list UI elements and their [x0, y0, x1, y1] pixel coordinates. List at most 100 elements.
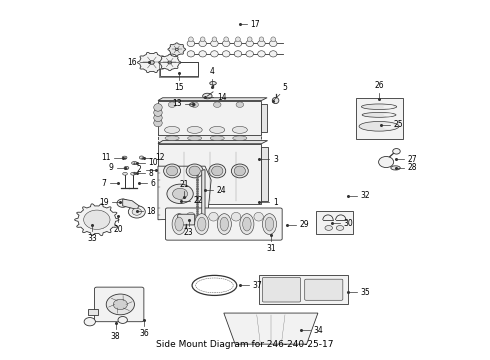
Ellipse shape: [336, 225, 344, 230]
Polygon shape: [158, 98, 267, 100]
Ellipse shape: [258, 51, 265, 57]
Text: 4: 4: [210, 67, 215, 76]
Text: 29: 29: [299, 220, 309, 229]
Ellipse shape: [271, 37, 275, 42]
Text: Side Mount Diagram for 246-240-25-17: Side Mount Diagram for 246-240-25-17: [156, 339, 334, 348]
Ellipse shape: [212, 166, 223, 176]
Ellipse shape: [187, 51, 195, 57]
Circle shape: [132, 208, 142, 215]
Ellipse shape: [122, 172, 127, 175]
FancyBboxPatch shape: [305, 279, 343, 300]
Ellipse shape: [189, 37, 193, 42]
Ellipse shape: [210, 136, 224, 140]
Ellipse shape: [154, 114, 162, 122]
Ellipse shape: [175, 217, 183, 231]
Polygon shape: [224, 313, 318, 344]
Text: 24: 24: [217, 186, 226, 195]
Text: 10: 10: [148, 158, 158, 167]
Ellipse shape: [272, 98, 279, 104]
Ellipse shape: [325, 225, 333, 230]
Ellipse shape: [259, 37, 264, 42]
Bar: [259, 275, 348, 305]
Ellipse shape: [231, 212, 241, 221]
Ellipse shape: [383, 123, 394, 129]
Text: 3: 3: [273, 155, 278, 164]
Text: 27: 27: [407, 155, 417, 164]
Ellipse shape: [172, 214, 186, 234]
Polygon shape: [74, 204, 119, 236]
Ellipse shape: [233, 136, 247, 140]
Ellipse shape: [362, 112, 396, 117]
Text: 19: 19: [99, 198, 109, 207]
Ellipse shape: [234, 40, 242, 46]
Ellipse shape: [270, 40, 277, 46]
Ellipse shape: [391, 166, 400, 170]
Ellipse shape: [243, 217, 251, 231]
Ellipse shape: [359, 121, 399, 131]
Ellipse shape: [236, 37, 240, 42]
Ellipse shape: [186, 164, 203, 178]
Circle shape: [172, 188, 188, 199]
Ellipse shape: [199, 40, 206, 46]
Ellipse shape: [190, 103, 195, 107]
Text: 2: 2: [137, 165, 142, 174]
Ellipse shape: [254, 212, 263, 221]
Ellipse shape: [132, 162, 137, 165]
Ellipse shape: [220, 217, 228, 231]
Circle shape: [167, 184, 193, 203]
Ellipse shape: [232, 126, 247, 133]
Text: 30: 30: [344, 219, 353, 228]
Text: 1: 1: [273, 198, 278, 207]
Ellipse shape: [164, 164, 180, 178]
Text: 13: 13: [172, 99, 181, 108]
Ellipse shape: [231, 164, 248, 178]
Circle shape: [128, 206, 145, 218]
Ellipse shape: [258, 40, 265, 46]
Circle shape: [392, 149, 400, 154]
Ellipse shape: [122, 156, 127, 159]
Ellipse shape: [186, 212, 196, 221]
Bar: [88, 309, 98, 315]
Text: 11: 11: [101, 153, 111, 162]
Text: 34: 34: [313, 326, 323, 335]
Ellipse shape: [270, 51, 277, 57]
Text: 8: 8: [148, 168, 153, 177]
Ellipse shape: [211, 51, 218, 57]
Polygon shape: [202, 170, 205, 216]
Ellipse shape: [154, 119, 162, 127]
Bar: [159, 63, 198, 77]
Bar: [158, 134, 262, 142]
Circle shape: [93, 217, 100, 222]
Text: 16: 16: [127, 58, 137, 67]
Circle shape: [175, 48, 178, 50]
Bar: [262, 104, 267, 132]
Ellipse shape: [362, 104, 397, 109]
Circle shape: [214, 102, 221, 107]
Ellipse shape: [189, 166, 200, 176]
Circle shape: [191, 102, 198, 107]
Polygon shape: [122, 199, 139, 210]
Ellipse shape: [209, 212, 218, 221]
Ellipse shape: [199, 51, 206, 57]
Ellipse shape: [222, 51, 230, 57]
Circle shape: [149, 61, 154, 64]
Ellipse shape: [383, 105, 394, 108]
Ellipse shape: [224, 37, 228, 42]
Ellipse shape: [246, 51, 253, 57]
Ellipse shape: [222, 40, 230, 46]
Text: 15: 15: [174, 83, 184, 92]
Ellipse shape: [165, 136, 179, 140]
Ellipse shape: [210, 81, 216, 85]
Text: 28: 28: [407, 163, 417, 172]
Bar: [160, 63, 198, 76]
FancyBboxPatch shape: [178, 214, 195, 225]
Ellipse shape: [209, 164, 226, 178]
Ellipse shape: [217, 214, 231, 234]
Ellipse shape: [210, 126, 225, 133]
FancyBboxPatch shape: [166, 208, 282, 240]
Text: 5: 5: [283, 83, 288, 92]
Ellipse shape: [383, 113, 393, 116]
Ellipse shape: [167, 166, 178, 176]
Text: 25: 25: [393, 120, 403, 129]
Text: 38: 38: [111, 332, 121, 341]
